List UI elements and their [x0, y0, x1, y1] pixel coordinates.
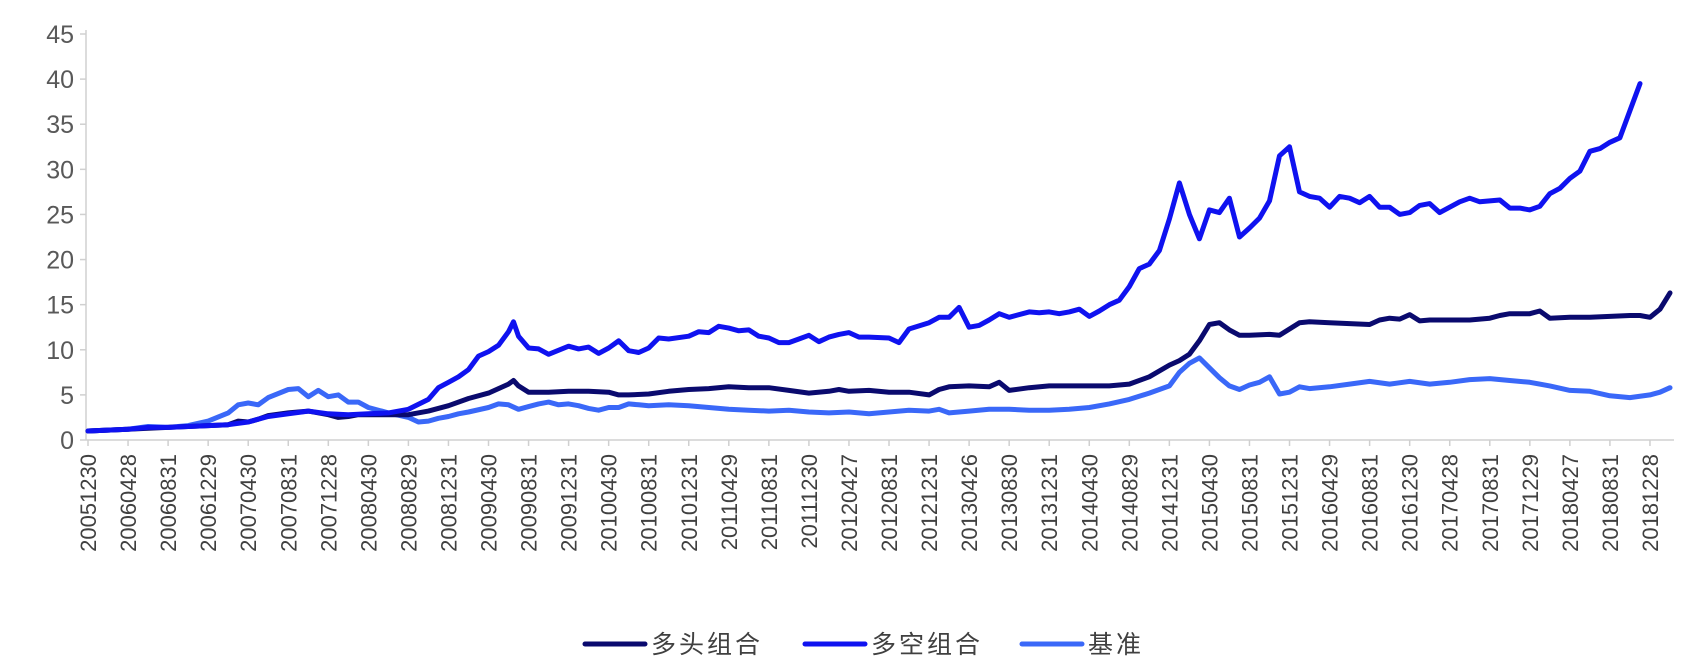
y-tick-label: 35 — [46, 111, 74, 139]
x-tick-label: 20121231 — [917, 454, 942, 552]
x-tick-label: 20120831 — [877, 454, 902, 552]
series-line-2 — [85, 355, 1673, 434]
series-line-0 — [85, 290, 1673, 434]
series-line-1 — [85, 81, 1643, 434]
x-tick-label: 20081231 — [436, 454, 461, 552]
y-tick-label: 5 — [60, 382, 74, 410]
y-tick-label: 40 — [46, 66, 74, 94]
x-tick-label: 20170831 — [1478, 454, 1503, 552]
x-tick-label: 20060831 — [156, 454, 181, 552]
x-tick-label: 20080829 — [396, 454, 421, 552]
x-tick-label: 20170428 — [1438, 454, 1463, 552]
legend-label-2: 基准 — [1088, 630, 1144, 659]
x-tick-label: 20160831 — [1358, 454, 1383, 552]
x-tick-label: 20171229 — [1518, 454, 1543, 552]
x-tick-label: 20090831 — [517, 454, 542, 552]
x-tick-label: 20070430 — [236, 454, 261, 552]
x-tick-label: 20151231 — [1278, 454, 1303, 552]
x-tick-label: 20181228 — [1638, 454, 1663, 552]
x-tick-label: 20051230 — [76, 454, 101, 552]
x-tick-label: 20131231 — [1037, 454, 1062, 552]
legend-label-0: 多头组合 — [651, 630, 763, 659]
y-tick-label: 25 — [46, 201, 74, 229]
x-tick-label: 20150831 — [1237, 454, 1262, 552]
x-tick-label: 20120427 — [837, 454, 862, 552]
x-tick-label: 20110831 — [757, 454, 782, 550]
x-tick-label: 20130426 — [957, 454, 982, 552]
x-tick-label: 20140829 — [1117, 454, 1142, 552]
y-tick-label: 10 — [46, 337, 74, 365]
x-tick-label: 20180831 — [1598, 454, 1623, 552]
x-tick-label: 20101231 — [677, 454, 702, 552]
y-tick-label: 0 — [60, 427, 74, 455]
x-tick-label: 20160429 — [1318, 454, 1343, 552]
x-tick-label: 20071228 — [316, 454, 341, 552]
x-tick-label: 20141231 — [1157, 454, 1182, 552]
x-tick-label: 20111230 — [797, 454, 822, 549]
y-tick-label: 20 — [46, 247, 74, 275]
x-tick-label: 20150430 — [1197, 454, 1222, 552]
y-tick-label: 15 — [46, 292, 74, 320]
x-tick-label: 20091231 — [557, 454, 582, 552]
x-tick-label: 20161230 — [1398, 454, 1423, 552]
x-axis: 20051230 20060428 20060831 20061229 20070430… — [76, 439, 1674, 552]
x-tick-label: 20080430 — [356, 454, 381, 552]
legend: 多头组合 多空组合 基准 — [582, 630, 1144, 659]
x-tick-label: 20070831 — [276, 454, 301, 552]
x-tick-label: 20130830 — [997, 454, 1022, 552]
series-layer — [85, 81, 1673, 434]
legend-label-1: 多空组合 — [871, 630, 983, 659]
x-tick-label: 20180427 — [1558, 454, 1583, 552]
x-tick-label: 20110429 — [717, 454, 742, 550]
x-tick-label: 20061229 — [196, 454, 221, 552]
x-tick-label: 20100430 — [597, 454, 622, 552]
x-tick-label: 20060428 — [116, 454, 141, 552]
x-tick-label: 20100831 — [637, 454, 662, 552]
y-axis: 0 5 10 15 20 25 30 35 40 45 — [46, 21, 87, 455]
x-tick-label: 20090430 — [477, 454, 502, 552]
x-tick-label: 20140430 — [1077, 454, 1102, 552]
y-tick-label: 30 — [46, 156, 74, 184]
y-tick-label: 45 — [46, 21, 74, 49]
